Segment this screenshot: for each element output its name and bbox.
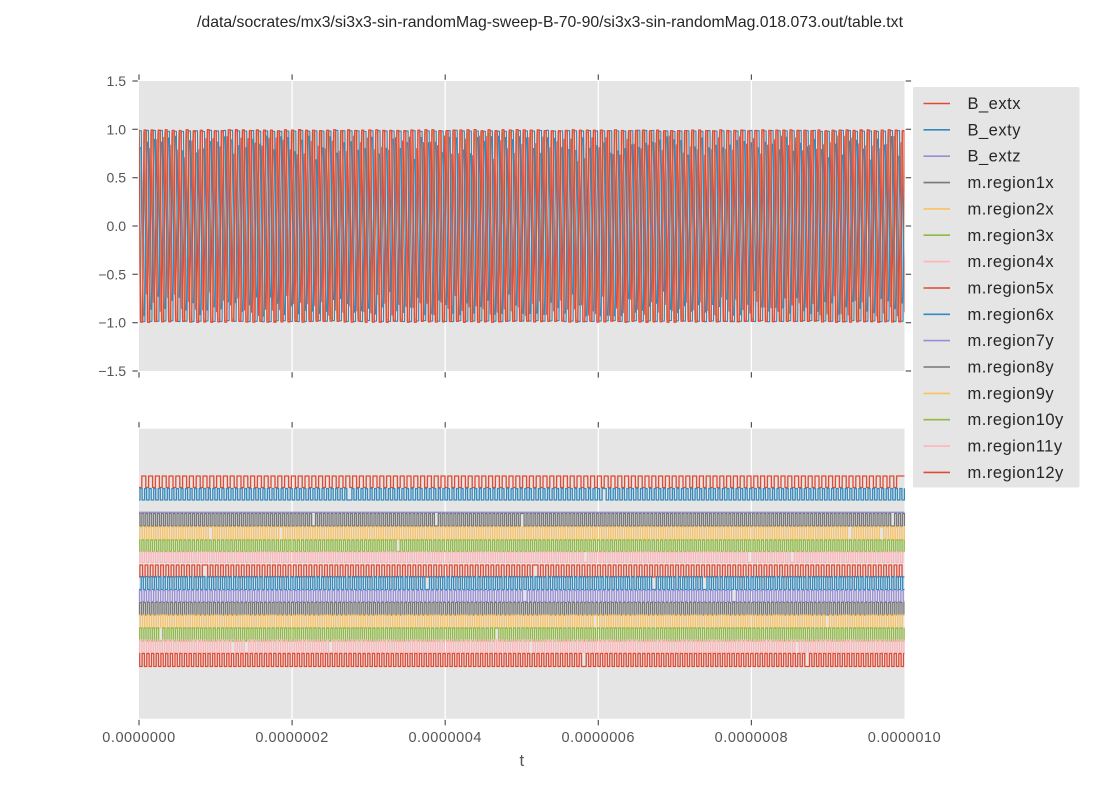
svg-text:0.0000004: 0.0000004 — [408, 730, 482, 746]
svg-text:1.5: 1.5 — [107, 73, 127, 89]
svg-text:t: t — [520, 752, 525, 770]
svg-text:m.region5x: m.region5x — [968, 280, 1055, 298]
svg-text:m.region9y: m.region9y — [968, 385, 1055, 403]
svg-text:−0.5: −0.5 — [98, 266, 126, 282]
svg-text:m.region11y: m.region11y — [968, 438, 1063, 456]
svg-text:B_exty: B_exty — [968, 121, 1022, 139]
svg-text:m.region4x: m.region4x — [968, 253, 1055, 271]
svg-text:−1.5: −1.5 — [98, 363, 126, 379]
svg-text:m.region1x: m.region1x — [968, 174, 1055, 192]
svg-text:m.region3x: m.region3x — [968, 227, 1055, 245]
svg-text:m.region2x: m.region2x — [968, 200, 1055, 218]
svg-text:−1.0: −1.0 — [98, 315, 126, 331]
svg-text:B_extz: B_extz — [968, 148, 1021, 166]
svg-text:m.region7y: m.region7y — [968, 332, 1055, 350]
svg-text:m.region8y: m.region8y — [968, 359, 1055, 377]
svg-text:1.0: 1.0 — [107, 121, 127, 137]
svg-text:0.5: 0.5 — [107, 170, 127, 186]
svg-text:m.region12y: m.region12y — [968, 464, 1065, 482]
svg-text:0.0: 0.0 — [107, 218, 127, 234]
svg-text:0.0000008: 0.0000008 — [715, 730, 789, 746]
svg-text:B_extx: B_extx — [968, 95, 1022, 113]
svg-text:m.region10y: m.region10y — [968, 411, 1065, 429]
svg-text:0.0000006: 0.0000006 — [562, 730, 636, 746]
svg-text:0.0000000: 0.0000000 — [102, 730, 176, 746]
svg-text:0.0000002: 0.0000002 — [255, 730, 329, 746]
svg-text:/data/socrates/mx3/si3x3-sin-r: /data/socrates/mx3/si3x3-sin-randomMag-s… — [197, 14, 904, 31]
svg-text:m.region6x: m.region6x — [968, 306, 1055, 324]
svg-text:0.0000010: 0.0000010 — [868, 730, 942, 746]
